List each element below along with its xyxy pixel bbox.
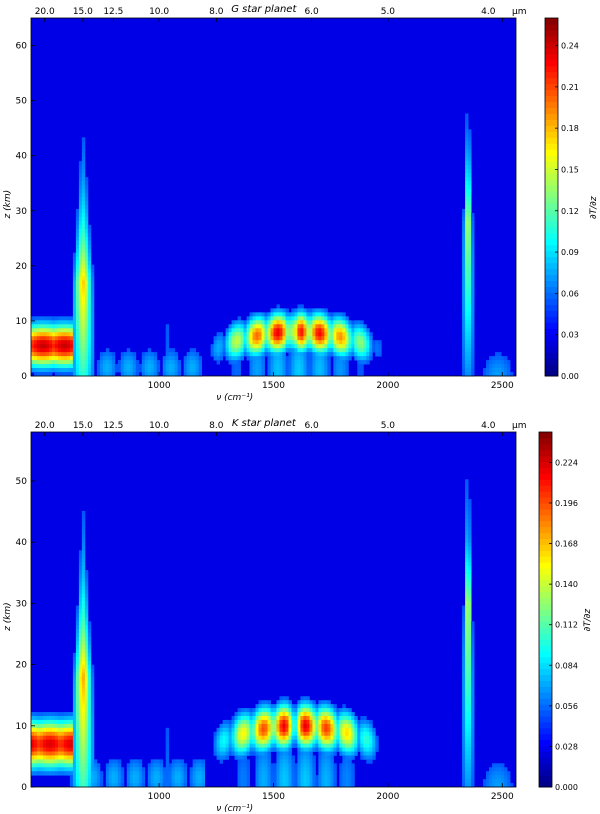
x-tick-label: 1500 xyxy=(262,381,285,391)
y-tick-label: 40 xyxy=(16,152,28,162)
top-axis-unit: μm xyxy=(512,421,527,431)
top-tick-label: 15.0 xyxy=(73,7,93,17)
heatmap xyxy=(31,18,516,377)
top-tick-label: 5.0 xyxy=(381,421,396,431)
y-tick-label: 40 xyxy=(16,538,28,548)
y-tick-label: 60 xyxy=(16,42,28,52)
y-tick-label: 50 xyxy=(16,97,28,107)
y-axis-label: z (km) xyxy=(3,602,13,632)
top-tick-label: 6.0 xyxy=(304,7,319,17)
colorbar-tick-label: 0.224 xyxy=(555,458,578,467)
top-tick-label: 12.5 xyxy=(103,7,123,17)
x-axis-label: ν (cm⁻¹) xyxy=(216,804,253,814)
y-tick-label: 10 xyxy=(16,317,28,327)
top-tick-label: 10.0 xyxy=(149,421,169,431)
chart-title: K star planet xyxy=(232,418,297,429)
colorbar-tick-label: 0.084 xyxy=(555,661,578,670)
colorbar-label: ∂T/∂z xyxy=(583,609,593,632)
colorbar-tick-label: 0.000 xyxy=(555,783,578,792)
colorbar-label: ∂T/∂z xyxy=(589,196,599,219)
colorbar-frame xyxy=(538,431,553,788)
y-axis-label: z (km) xyxy=(3,190,13,220)
colorbar-tick-label: 0.03 xyxy=(561,331,579,340)
colorbar-tick-label: 0.06 xyxy=(561,289,579,298)
top-axis-unit: μm xyxy=(512,7,527,17)
colorbar-tick-label: 0.15 xyxy=(561,165,579,174)
panel-k-star: 1000 1500 2000 2500 0 10 20 30 40 50 20.0 15.0 12.5 1… xyxy=(3,418,593,814)
colorbar-tick-label: 0.12 xyxy=(561,207,579,216)
top-tick-label: 5.0 xyxy=(381,7,396,17)
colorbar-tick-label: 0.140 xyxy=(555,580,578,589)
colorbar-tick-label: 0.028 xyxy=(555,742,578,751)
heatmap xyxy=(31,432,516,788)
y-tick-label: 30 xyxy=(16,599,28,609)
top-tick-label: 8.0 xyxy=(209,421,224,431)
colorbar: 0.000 0.028 0.056 0.084 0.112 0.140 0.168 0.196… xyxy=(538,431,593,792)
colorbar-tick-label: 0.21 xyxy=(561,83,579,92)
colorbar-tick-label: 0.09 xyxy=(561,248,579,257)
x-tick-label: 2500 xyxy=(491,792,514,802)
y-tick-label: 20 xyxy=(16,661,28,671)
top-tick-label: 20.0 xyxy=(35,421,55,431)
x-tick-label: 1500 xyxy=(262,792,285,802)
colorbar-tick-label: 0.00 xyxy=(561,372,579,381)
colorbar-frame xyxy=(544,17,559,377)
top-tick-label: 15.0 xyxy=(73,421,93,431)
top-tick-label: 12.5 xyxy=(103,421,123,431)
x-tick-label: 2000 xyxy=(376,381,399,391)
colorbar-tick-label: 0.112 xyxy=(555,621,578,630)
top-tick-label: 4.0 xyxy=(481,7,496,17)
panel-g-star: 1000 1500 2000 2500 0 10 20 30 40 50 60 20.0 15.0 12.… xyxy=(3,4,599,403)
x-tick-label: 2500 xyxy=(491,381,514,391)
colorbar-tick-label: 0.056 xyxy=(555,702,578,711)
colorbar-tick-label: 0.24 xyxy=(561,42,579,51)
x-tick-label: 1000 xyxy=(148,381,171,391)
y-tick-label: 10 xyxy=(16,722,28,732)
top-tick-label: 10.0 xyxy=(149,7,169,17)
x-tick-label: 2000 xyxy=(376,792,399,802)
colorbar: 0.00 0.03 0.06 0.09 0.12 0.15 0.18 0.21 0.24 ∂T/∂… xyxy=(544,17,599,381)
colorbar-tick-label: 0.168 xyxy=(555,540,578,549)
y-tick-label: 20 xyxy=(16,262,28,272)
top-tick-label: 4.0 xyxy=(481,421,496,431)
x-axis-label: ν (cm⁻¹) xyxy=(216,393,253,403)
chart-title: G star planet xyxy=(231,4,297,15)
colorbar-tick-label: 0.196 xyxy=(555,499,578,508)
colorbar-tick-label: 0.18 xyxy=(561,124,579,133)
y-tick-label: 0 xyxy=(21,372,27,382)
y-tick-label: 0 xyxy=(21,783,27,793)
top-tick-label: 20.0 xyxy=(35,7,55,17)
y-tick-label: 50 xyxy=(16,477,28,487)
y-tick-label: 30 xyxy=(16,207,28,217)
top-tick-label: 8.0 xyxy=(209,7,224,17)
x-tick-label: 1000 xyxy=(148,792,171,802)
top-tick-label: 6.0 xyxy=(304,421,319,431)
